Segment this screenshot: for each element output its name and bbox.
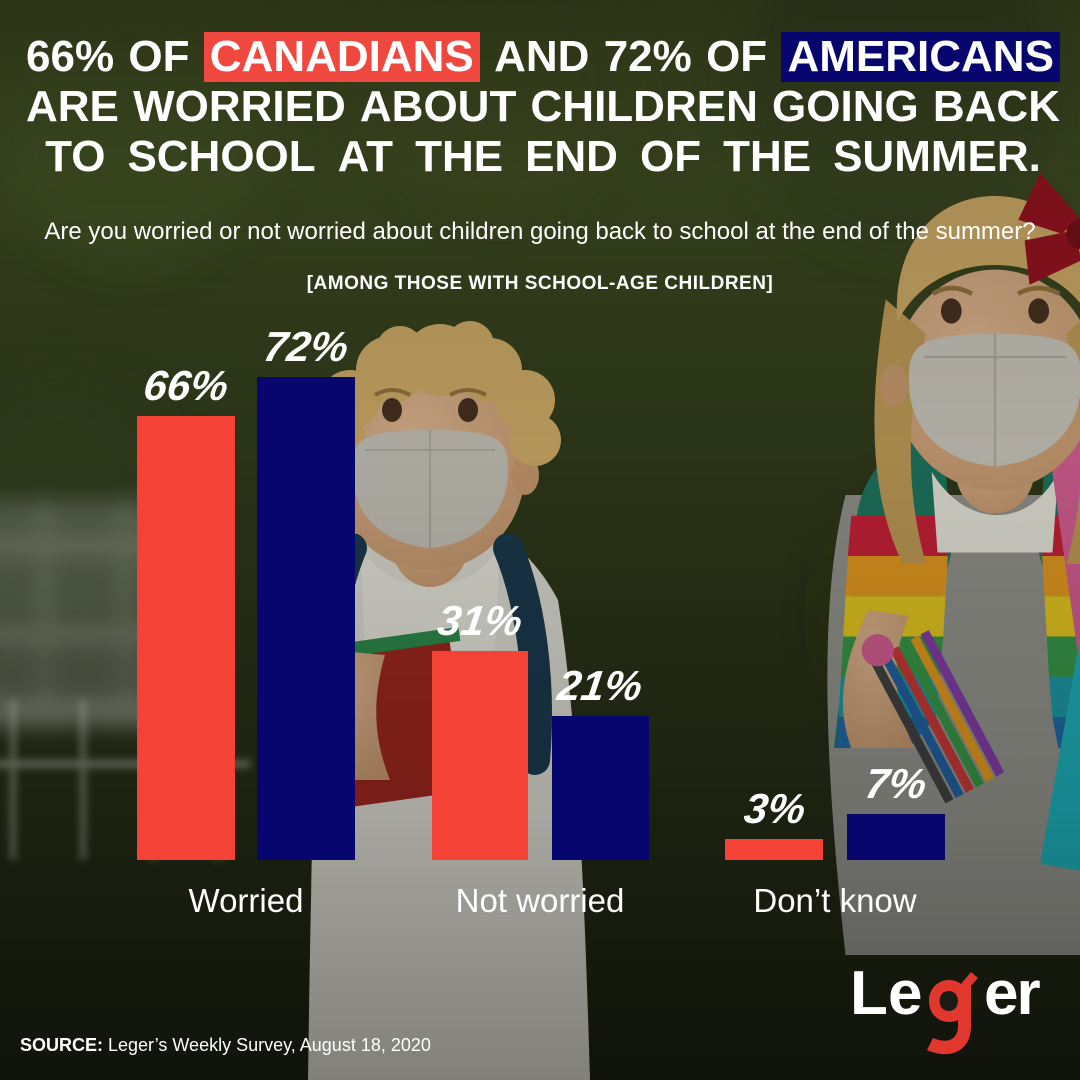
svg-text:L: L — [854, 959, 886, 1028]
svg-text:e: e — [888, 959, 921, 1028]
svg-text:er: er — [984, 959, 1040, 1028]
